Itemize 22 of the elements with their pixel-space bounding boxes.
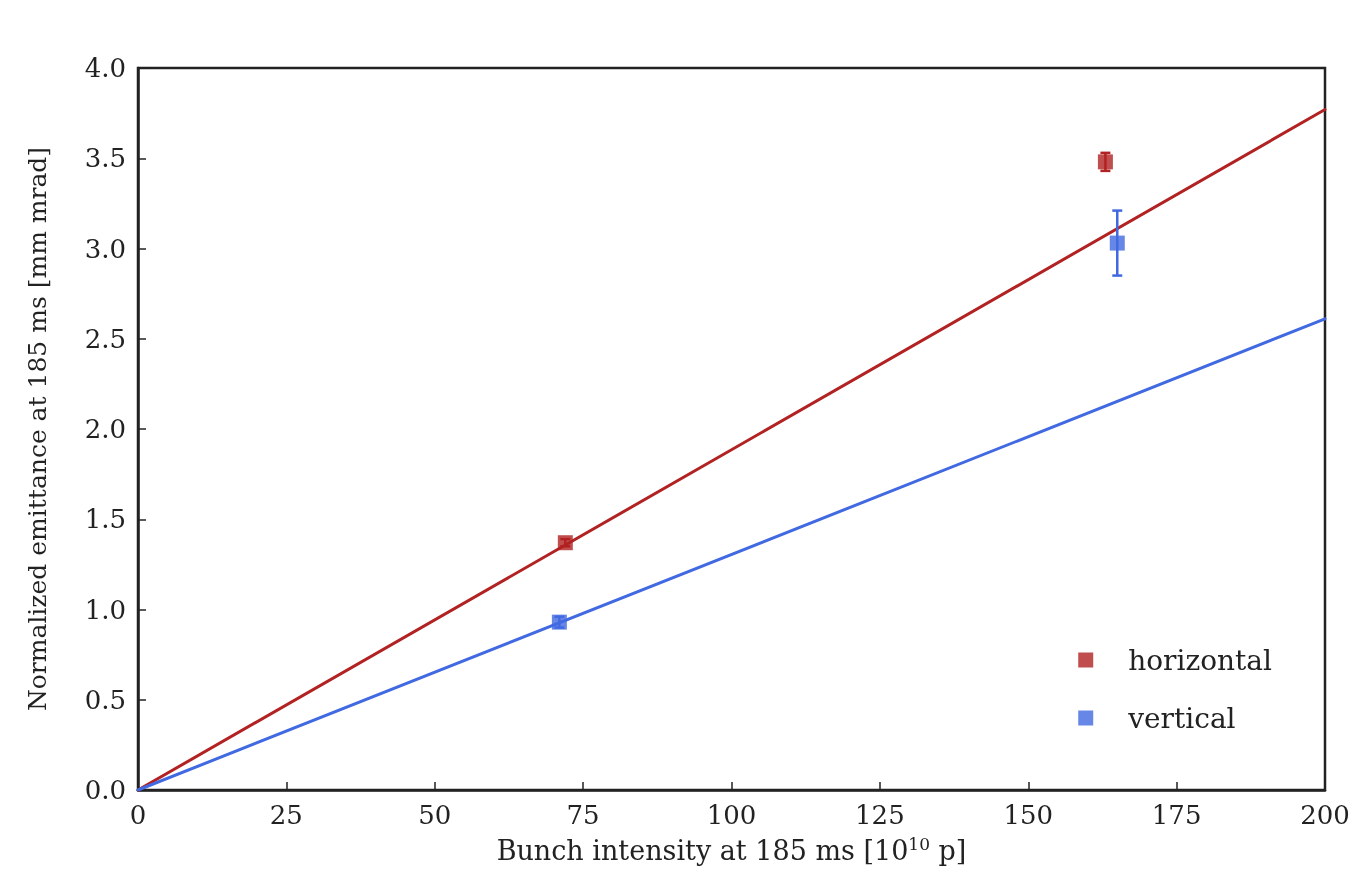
y-tick-label: 3.5 [84,143,126,174]
x-tick-label: 125 [855,800,905,830]
y-tick-label: 1.5 [84,504,126,535]
x-tick-label: 50 [418,800,452,830]
x-tick-label: 175 [1151,800,1202,830]
y-tick-label: 4.0 [84,53,126,83]
y-tick-label: 0.5 [84,684,126,715]
y-tick-label: 2.5 [84,323,126,354]
x-tick-label: 100 [706,800,757,830]
x-tick-label: 200 [1300,800,1350,830]
y-axis-title: Normalized emittance at 185 ms [mm mrad] [23,146,52,712]
x-tick-label: 75 [566,800,600,830]
legend-label: vertical [1127,701,1236,735]
x-tick-label: 0 [129,800,147,830]
legend-label: horizontal [1128,643,1273,677]
x-tick-label: 25 [269,800,303,830]
y-tick-label: 0.0 [84,775,126,805]
y-tick-label: 2.0 [84,414,126,444]
y-tick-label: 3.0 [84,233,126,264]
x-tick-label: 150 [1003,800,1054,830]
point [1109,235,1125,251]
y-tick-label: 1.0 [84,594,126,625]
